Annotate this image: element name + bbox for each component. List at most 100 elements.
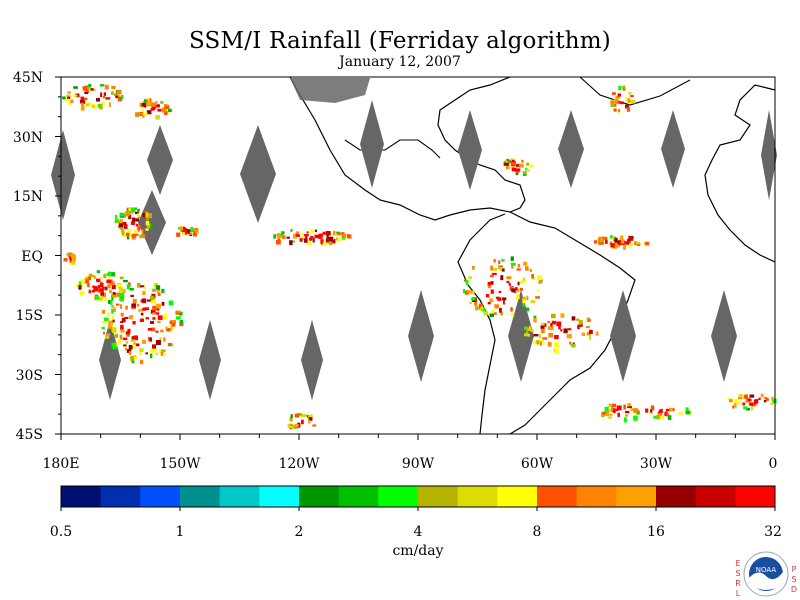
rain-cell — [143, 210, 148, 214]
rain-cell — [72, 259, 76, 263]
rain-cell — [308, 420, 311, 424]
rain-cell — [120, 312, 124, 317]
rain-cell — [119, 213, 125, 216]
rain-cell — [522, 302, 525, 307]
rain-cell — [142, 290, 146, 295]
rain-cell — [126, 349, 132, 353]
rain-cell — [569, 333, 572, 339]
rain-cell — [157, 292, 161, 296]
rain-cell — [80, 106, 85, 111]
colorbar-tick-2: 2 — [295, 524, 304, 540]
rain-cell — [301, 232, 305, 237]
missing-swath — [558, 110, 584, 188]
rain-cell — [130, 221, 136, 225]
rain-cell — [131, 303, 136, 309]
rain-cell — [92, 105, 96, 108]
rain-cell — [613, 108, 617, 112]
rain-cell — [597, 238, 601, 242]
rain-cell — [514, 287, 518, 291]
rain-cell — [530, 300, 536, 304]
rain-cell — [67, 94, 71, 99]
rain-cell — [515, 168, 521, 172]
rain-cell — [500, 275, 504, 281]
rain-cell — [554, 335, 559, 340]
rain-cell — [139, 318, 145, 322]
rain-cell — [551, 320, 556, 325]
rain-cell — [111, 342, 115, 347]
rain-cell — [749, 394, 755, 398]
rain-cell — [82, 97, 88, 101]
rain-cell — [129, 315, 134, 320]
rain-cell — [121, 317, 126, 323]
rain-cell — [536, 275, 542, 281]
rain-cell — [150, 108, 156, 111]
rain-cell — [187, 231, 190, 235]
rain-cell — [152, 288, 157, 292]
colorbar-tick-0-5: 0.5 — [50, 524, 72, 540]
rain-cell — [533, 315, 537, 319]
rain-cell — [517, 264, 521, 268]
rain-cell — [112, 346, 117, 350]
rain-cell — [595, 331, 599, 336]
rain-cell — [275, 239, 281, 245]
svg-text:PSD: PSD — [791, 565, 797, 594]
rain-cell — [527, 333, 530, 337]
rain-cell — [85, 275, 89, 280]
rain-cell — [118, 340, 122, 343]
rain-cell — [162, 352, 166, 357]
rain-cell — [114, 333, 119, 338]
rain-cell — [510, 158, 515, 161]
rain-cell — [738, 396, 743, 400]
rain-cell — [171, 320, 176, 325]
rain-cell — [151, 104, 156, 110]
rain-cell — [111, 304, 114, 309]
rain-cell — [124, 316, 129, 319]
rain-cell — [90, 88, 94, 91]
rain-cell — [618, 85, 622, 91]
colorbar-segment — [735, 486, 776, 507]
rain-cell — [734, 403, 737, 408]
rain-cell — [554, 342, 559, 348]
rain-cell — [137, 283, 141, 287]
rain-cell — [66, 253, 71, 256]
rain-cell — [182, 228, 188, 232]
rain-cell — [286, 236, 290, 239]
rain-cell — [138, 309, 143, 312]
rain-cell — [192, 232, 197, 237]
rain-cell — [678, 412, 683, 415]
rain-cell — [80, 284, 83, 289]
rain-cell — [493, 267, 498, 271]
rain-cell — [753, 399, 757, 405]
rain-cell — [626, 106, 630, 112]
rain-cell — [598, 236, 604, 240]
rain-cell — [75, 284, 81, 288]
rain-cell — [97, 284, 100, 289]
rain-cell — [165, 104, 169, 108]
rain-cell — [119, 276, 124, 280]
rain-cell — [111, 91, 114, 95]
rain-cell — [623, 244, 627, 250]
rain-cell — [620, 235, 624, 240]
rain-cell — [100, 92, 103, 98]
lon-label-180e: 180E — [43, 456, 80, 472]
rain-cell — [331, 238, 336, 244]
lon-label-150w: 150W — [159, 456, 201, 472]
rain-cell — [84, 278, 89, 284]
rain-cell — [151, 102, 156, 107]
rain-cell — [586, 332, 591, 336]
rain-cell — [119, 225, 124, 230]
rain-cell — [115, 303, 120, 306]
rain-cell — [108, 102, 112, 107]
rain-cell — [550, 326, 554, 331]
rain-cell — [116, 89, 122, 95]
colorbar-segment — [180, 486, 221, 507]
rain-cell — [607, 405, 611, 408]
colorbar — [60, 485, 776, 511]
rain-cell — [294, 424, 299, 428]
rain-cell — [487, 301, 491, 305]
rain-cell — [111, 309, 114, 314]
rain-cell — [142, 212, 146, 218]
rain-cell — [131, 358, 135, 364]
latitude-labels: 45N 30N 15N EQ 15S 30S 45S — [13, 70, 43, 443]
rain-cell — [346, 234, 351, 238]
